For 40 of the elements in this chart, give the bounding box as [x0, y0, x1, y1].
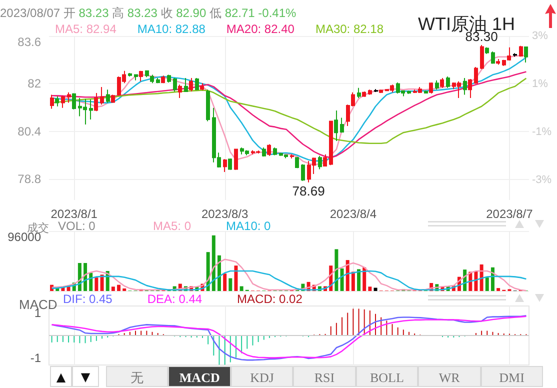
annotation: 78.69 — [292, 183, 325, 198]
annotation: VOL: 0 — [58, 219, 96, 233]
category-label: DMI — [480, 366, 543, 387]
category-label: RSI — [293, 366, 356, 387]
text: 收 — [160, 6, 173, 20]
y-tick-label: 83.6 — [18, 35, 42, 49]
text: 83.23 — [127, 6, 158, 20]
text: MA20: 82.40 — [226, 22, 295, 36]
text: MA5: 0 — [153, 219, 192, 233]
text: MA30: 82.18 — [315, 22, 384, 36]
category-label: KDJ — [230, 366, 294, 387]
x-tick-label: 2023/8/4 — [330, 207, 377, 221]
series-label: DEA: 0.44 — [147, 292, 202, 306]
text: MACD: 0.02 — [237, 292, 303, 306]
category-label: BOLL — [356, 366, 418, 387]
text: 83.23 — [78, 6, 110, 20]
category-label: MACD — [168, 366, 231, 387]
y-tick-label: 80.4 — [18, 124, 42, 138]
x-tick-label: 2023/8/3 — [201, 207, 248, 221]
y-tick-label: -1 — [30, 350, 42, 365]
y-tick-label: 78.8 — [18, 172, 42, 186]
text: 高 — [112, 6, 124, 20]
text: 82.90 — [176, 6, 206, 20]
text: 低 — [209, 6, 222, 20]
text: -0.41% — [258, 6, 297, 20]
text: MA10: 0 — [226, 219, 272, 233]
x-tick-label: 2023/8/1 — [50, 207, 98, 221]
text: MA10: 82.88 — [137, 22, 206, 36]
series-label: DIF: 0.45 — [63, 292, 113, 306]
text: ▼ — [72, 366, 99, 387]
text: 开 — [63, 6, 76, 20]
text: 2023/08/07 — [0, 6, 60, 20]
chart-title: 成交 — [27, 222, 49, 234]
x-tick-label: 2023/8/7 — [486, 207, 534, 221]
category-label: WR — [418, 366, 481, 387]
text: 82.71 — [224, 6, 256, 20]
category-label: 无 — [106, 366, 168, 387]
text: MA5: 82.94 — [55, 22, 117, 36]
text: ▲ — [50, 366, 72, 387]
y-tick-label: 82 — [28, 76, 42, 91]
